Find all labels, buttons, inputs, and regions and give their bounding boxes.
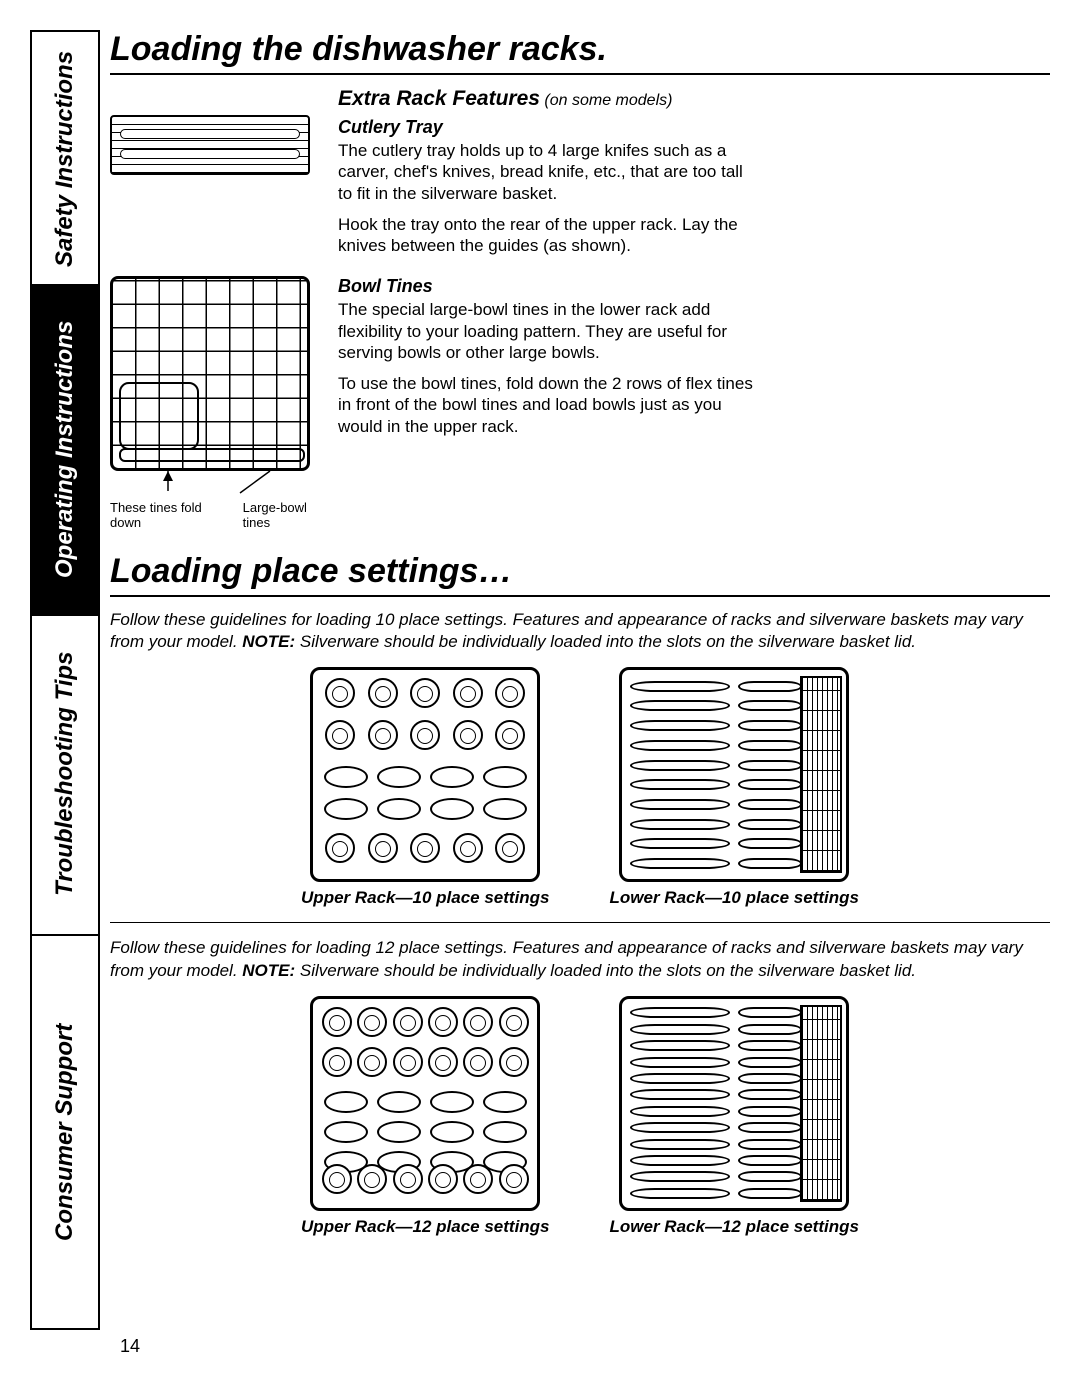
sidebar-nav: Safety Instructions Operating Instructio… xyxy=(30,30,100,1330)
caption-lower-10: Lower Rack—10 place settings xyxy=(610,888,859,908)
caption-upper-12: Upper Rack—12 place settings xyxy=(301,1217,549,1237)
guideline-12-note: NOTE: xyxy=(242,961,295,980)
upper-rack-12-illustration xyxy=(310,996,540,1211)
cutlery-text-2: Hook the tray onto the rear of the upper… xyxy=(338,214,758,257)
guideline-12: Follow these guidelines for loading 12 p… xyxy=(110,937,1050,981)
guideline-10-note: NOTE: xyxy=(242,632,295,651)
sidebar-tab-safety: Safety Instructions xyxy=(32,34,98,284)
caption-upper-10: Upper Rack—10 place settings xyxy=(301,888,549,908)
caption-lower-12: Lower Rack—12 place settings xyxy=(610,1217,859,1237)
page-heading-racks: Loading the dishwasher racks. xyxy=(110,30,1050,75)
sidebar-tab-operating: Operating Instructions xyxy=(32,284,98,614)
bowl-text-1: The special large-bowl tines in the lowe… xyxy=(338,299,758,363)
page-number: 14 xyxy=(120,1336,140,1357)
extra-features-note: (on some models) xyxy=(544,92,672,109)
extra-features-title: Extra Rack Features xyxy=(338,87,540,110)
cutlery-tray-illustration xyxy=(110,115,310,175)
label-large-bowl: Large-bowl tines xyxy=(243,500,320,530)
bowl-title: Bowl Tines xyxy=(338,276,758,297)
lower-rack-12-illustration xyxy=(619,996,849,1211)
sidebar-tab-troubleshooting: Troubleshooting Tips xyxy=(32,614,98,934)
lower-rack-10-illustration xyxy=(619,667,849,882)
bowl-tines-illustration xyxy=(110,276,310,471)
label-fold-down: These tines fold down xyxy=(110,500,213,530)
cutlery-text-1: The cutlery tray holds up to 4 large kni… xyxy=(338,140,758,204)
sidebar-tab-consumer: Consumer Support xyxy=(32,934,98,1330)
upper-rack-10-illustration xyxy=(310,667,540,882)
guideline-10: Follow these guidelines for loading 10 p… xyxy=(110,609,1050,653)
page-heading-place-settings: Loading place settings… xyxy=(110,552,1050,597)
cutlery-title: Cutlery Tray xyxy=(338,117,758,138)
guideline-10-b: Silverware should be individually loaded… xyxy=(295,632,916,651)
guideline-12-b: Silverware should be individually loaded… xyxy=(295,961,916,980)
bowl-text-2: To use the bowl tines, fold down the 2 r… xyxy=(338,373,758,437)
